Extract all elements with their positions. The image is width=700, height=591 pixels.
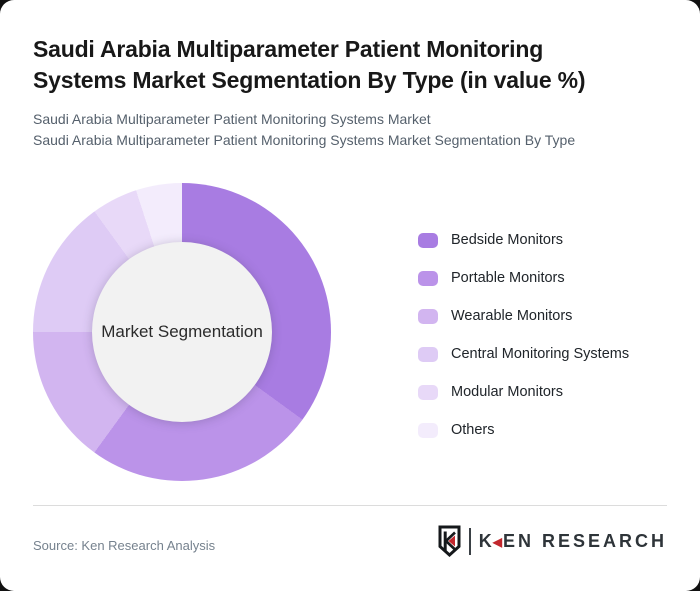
legend: Bedside Monitors Portable Monitors Wearabl…	[418, 221, 629, 449]
brand-rest: EN RESEARCH	[502, 530, 667, 551]
chart-title-line2: Systems Market Segmentation By Type (in …	[33, 67, 586, 93]
subtitles: Saudi Arabia Multiparameter Patient Moni…	[33, 109, 667, 151]
subtitle-segmentation: Saudi Arabia Multiparameter Patient Moni…	[33, 132, 576, 148]
legend-swatch	[418, 270, 438, 286]
brand-wordmark: K ◀ EN RESEARCH	[479, 531, 667, 552]
subtitle-market: Saudi Arabia Multiparameter Patient Moni…	[33, 111, 431, 127]
brand-letter-k: K	[478, 530, 495, 551]
ken-research-shield-icon	[438, 525, 461, 557]
donut-center-label: Market Segmentation	[101, 322, 263, 341]
legend-label: Modular Monitors	[451, 384, 564, 400]
legend-item: Modular Monitors	[418, 373, 629, 411]
legend-swatch	[418, 346, 438, 362]
legend-swatch	[418, 422, 438, 438]
brand-arrow-icon: ◀	[492, 534, 502, 549]
legend-label: Bedside Monitors	[451, 232, 564, 248]
legend-label: Others	[451, 422, 495, 438]
legend-item: Portable Monitors	[418, 259, 629, 297]
footer-divider	[33, 505, 667, 506]
legend-item: Central Monitoring Systems	[418, 335, 629, 373]
legend-label: Wearable Monitors	[451, 308, 573, 324]
legend-item: Bedside Monitors	[418, 221, 629, 259]
logo-separator	[468, 527, 471, 555]
legend-item: Wearable Monitors	[418, 297, 629, 335]
header: Saudi Arabia Multiparameter Patient Moni…	[33, 34, 667, 151]
chart-title: Saudi Arabia Multiparameter Patient Moni…	[33, 34, 667, 96]
ken-research-logo: K ◀ EN RESEARCH	[437, 524, 667, 558]
legend-swatch	[418, 308, 438, 324]
legend-label: Portable Monitors	[451, 270, 565, 286]
legend-item: Others	[418, 411, 629, 449]
donut-center: Market Segmentation	[92, 242, 272, 422]
chart-title-line1: Saudi Arabia Multiparameter Patient Moni…	[33, 36, 544, 62]
legend-swatch	[418, 384, 438, 400]
donut-chart: Market Segmentation	[33, 183, 331, 481]
source-text: Source: Ken Research Analysis	[33, 538, 216, 553]
legend-swatch	[418, 232, 438, 248]
legend-label: Central Monitoring Systems	[451, 346, 630, 362]
